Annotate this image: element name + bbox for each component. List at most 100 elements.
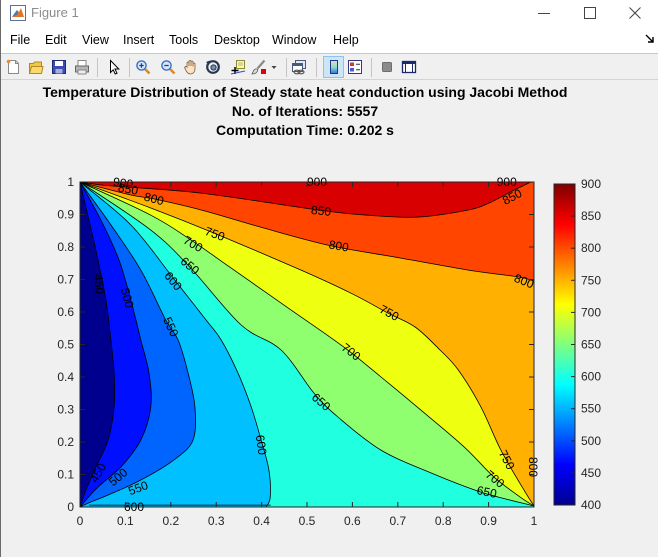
zoom-out-button[interactable] [159, 58, 177, 76]
data-cursor-button[interactable] [229, 58, 247, 76]
menu-insert[interactable]: Insert [123, 33, 155, 47]
x-tick-label: 0.1 [117, 514, 134, 528]
y-tick-label: 0.1 [57, 468, 74, 482]
matlab-logo-icon [10, 5, 26, 21]
axes-ticks: 0 0.1 0.2 0.3 0.4 0.5 0.6 0.7 0.8 0.9 1 0 0.1 0.2 0.3 0… [57, 175, 537, 528]
insert-colorbar-button[interactable] [323, 56, 344, 78]
zoom-in-icon [136, 60, 151, 75]
title-bar: Figure 1 [1, 0, 658, 27]
data-cursor-icon [230, 60, 246, 75]
show-plot-tools-icon [401, 60, 417, 74]
x-tick-label: 0.4 [253, 514, 270, 528]
contour-line-650 [80, 182, 534, 507]
toolbar-separator [97, 58, 98, 77]
brush-button[interactable] [250, 58, 268, 76]
colorbar-tick-label: 650 [581, 338, 601, 352]
y-tick-label: 0.6 [57, 305, 74, 319]
contour-lines [80, 182, 534, 507]
contour-label: 750 [203, 224, 227, 244]
x-tick-label: 0.9 [480, 514, 497, 528]
contour-label: 800 [143, 190, 166, 209]
x-tick-label: 0.8 [435, 514, 452, 528]
contour-line-500 [80, 182, 152, 507]
toolbar-separator [286, 58, 287, 77]
link-plot-button[interactable] [290, 58, 308, 76]
x-tick-label: 0.5 [299, 514, 316, 528]
colorbar-tick-label: 550 [581, 402, 601, 416]
save-icon [52, 60, 66, 74]
pointer-icon [110, 59, 120, 75]
zoom-in-button[interactable] [134, 58, 152, 76]
contour-band-850 [80, 182, 531, 218]
open-file-button[interactable] [27, 58, 45, 76]
y-tick-label: 0.4 [57, 370, 74, 384]
pan-button[interactable] [182, 58, 200, 76]
colorbar-tick-label: 600 [581, 370, 601, 384]
contour-label: 550 [126, 478, 150, 498]
hide-plot-tools-button[interactable] [378, 58, 396, 76]
link-plot-icon [292, 60, 306, 75]
new-figure-icon [6, 59, 19, 74]
menu-window[interactable]: Window [272, 33, 317, 47]
colorbar-tick-label: 750 [581, 273, 601, 287]
colorbar-tick-label: 400 [581, 498, 601, 512]
rotate-3d-icon [206, 60, 220, 74]
window-title: Figure 1 [31, 5, 79, 20]
y-tick-label: 0.5 [57, 338, 74, 352]
menu-help[interactable]: Help [333, 33, 359, 47]
y-tick-label: 1 [67, 175, 74, 189]
x-tick-label: 0.3 [208, 514, 225, 528]
menu-bar: File Edit View Insert Tools Desktop Wind… [1, 27, 658, 53]
menu-tools[interactable]: Tools [169, 33, 199, 47]
menu-desktop[interactable]: Desktop [214, 33, 260, 47]
contour-line-600 [80, 182, 271, 507]
pan-hand-icon [184, 60, 196, 75]
close-icon[interactable] [628, 6, 642, 20]
colorbar-tick-label: 900 [581, 177, 601, 191]
contour-label: 600 [253, 434, 270, 456]
contour-label: 900 [112, 175, 134, 192]
maximize-icon[interactable] [583, 6, 597, 20]
insert-legend-button[interactable] [346, 58, 364, 76]
menu-file[interactable]: File [10, 33, 31, 47]
colorbar-ticks: 400 450 500 550 600 650 700 750 800 850 900 [571, 177, 601, 512]
chart-title: Temperature Distribution of Steady state… [42, 84, 568, 100]
insert-colorbar-icon [329, 60, 338, 74]
contour-line-550 [80, 182, 196, 507]
toolbar-separator [371, 58, 372, 77]
menu-view[interactable]: View [82, 33, 109, 47]
show-plot-tools-button[interactable] [400, 58, 418, 76]
new-figure-button[interactable] [4, 58, 22, 76]
x-tick-label: 1 [531, 514, 538, 528]
contour-line-700 [80, 182, 534, 507]
save-button[interactable] [50, 58, 68, 76]
x-tick-label: 0.2 [162, 514, 179, 528]
contour-line-850 [80, 182, 531, 218]
menu-edit[interactable]: Edit [45, 33, 67, 47]
rotate-3d-button[interactable] [204, 58, 222, 76]
contour-fills [80, 182, 534, 507]
x-tick-label: 0.6 [344, 514, 361, 528]
minimize-icon[interactable] [537, 6, 551, 20]
colorbar-tick-label: 700 [581, 305, 601, 319]
chevron-down-icon [271, 66, 277, 69]
colorbar-tick-label: 500 [581, 434, 601, 448]
y-tick-label: 0.8 [57, 240, 74, 254]
brush-icon [251, 59, 266, 75]
chart-subtitle-time: Computation Time: 0.202 s [216, 122, 394, 138]
zoom-out-icon [161, 60, 176, 75]
contour-band-750 [80, 182, 534, 506]
contour-label: 800 [526, 457, 540, 477]
dock-arrow-icon[interactable] [645, 34, 655, 44]
edit-plot-button[interactable] [105, 58, 123, 76]
contour-label: 850 [117, 181, 139, 198]
brush-dropdown-button[interactable] [269, 58, 279, 76]
y-tick-label: 0.9 [57, 208, 74, 222]
hide-plot-tools-icon [382, 62, 392, 72]
contour-label: 850 [310, 203, 332, 219]
contour-line-800 [80, 182, 534, 282]
print-button[interactable] [73, 58, 91, 76]
contour-line-450 [80, 182, 116, 507]
